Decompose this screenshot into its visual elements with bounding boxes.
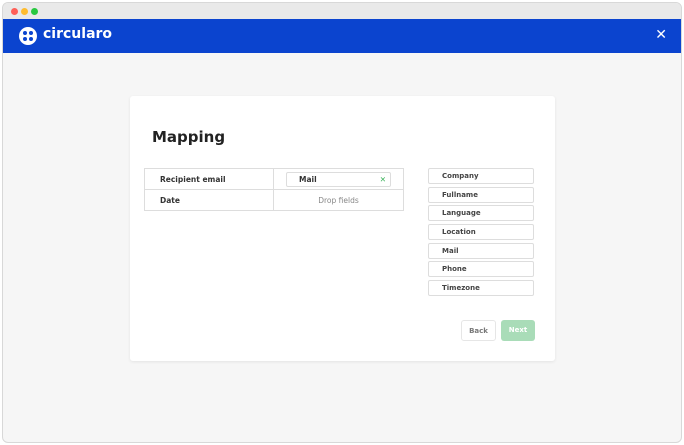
row-label: Date xyxy=(144,189,274,211)
remove-icon[interactable]: ✕ xyxy=(379,174,386,184)
mapping-card: Mapping Recipient email Mail ✕ Date Drop … xyxy=(130,96,555,361)
drop-zone[interactable]: Mail ✕ xyxy=(273,168,404,190)
table-row: Date Drop fields xyxy=(144,189,404,211)
close-window-button[interactable] xyxy=(11,8,18,15)
next-button[interactable]: Next xyxy=(501,320,535,341)
circularo-logo-icon xyxy=(19,27,37,45)
close-icon[interactable]: ✕ xyxy=(655,27,667,43)
mapping-table: Recipient email Mail ✕ Date Drop fields xyxy=(144,168,404,211)
available-fields: Company Fullname Language Location Mail … xyxy=(428,168,534,299)
drop-zone[interactable]: Drop fields xyxy=(273,189,404,211)
title-bar xyxy=(3,3,681,19)
field-location[interactable]: Location xyxy=(428,224,534,241)
chip-label: Mail xyxy=(299,174,317,184)
mapped-field-chip[interactable]: Mail ✕ xyxy=(286,171,391,187)
maximize-window-button[interactable] xyxy=(31,8,38,15)
field-language[interactable]: Language xyxy=(428,205,534,222)
field-fullname[interactable]: Fullname xyxy=(428,186,534,203)
page-title: Mapping xyxy=(152,128,226,146)
back-button[interactable]: Back xyxy=(461,320,496,341)
app-header: circularo ✕ xyxy=(3,19,681,53)
minimize-window-button[interactable] xyxy=(21,8,28,15)
field-company[interactable]: Company xyxy=(428,168,534,184)
row-label: Recipient email xyxy=(144,168,274,190)
table-row: Recipient email Mail ✕ xyxy=(144,168,404,190)
field-phone[interactable]: Phone xyxy=(428,261,534,278)
brand-name: circularo xyxy=(43,26,113,42)
field-timezone[interactable]: Timezone xyxy=(428,280,534,297)
field-mail[interactable]: Mail xyxy=(428,242,534,259)
